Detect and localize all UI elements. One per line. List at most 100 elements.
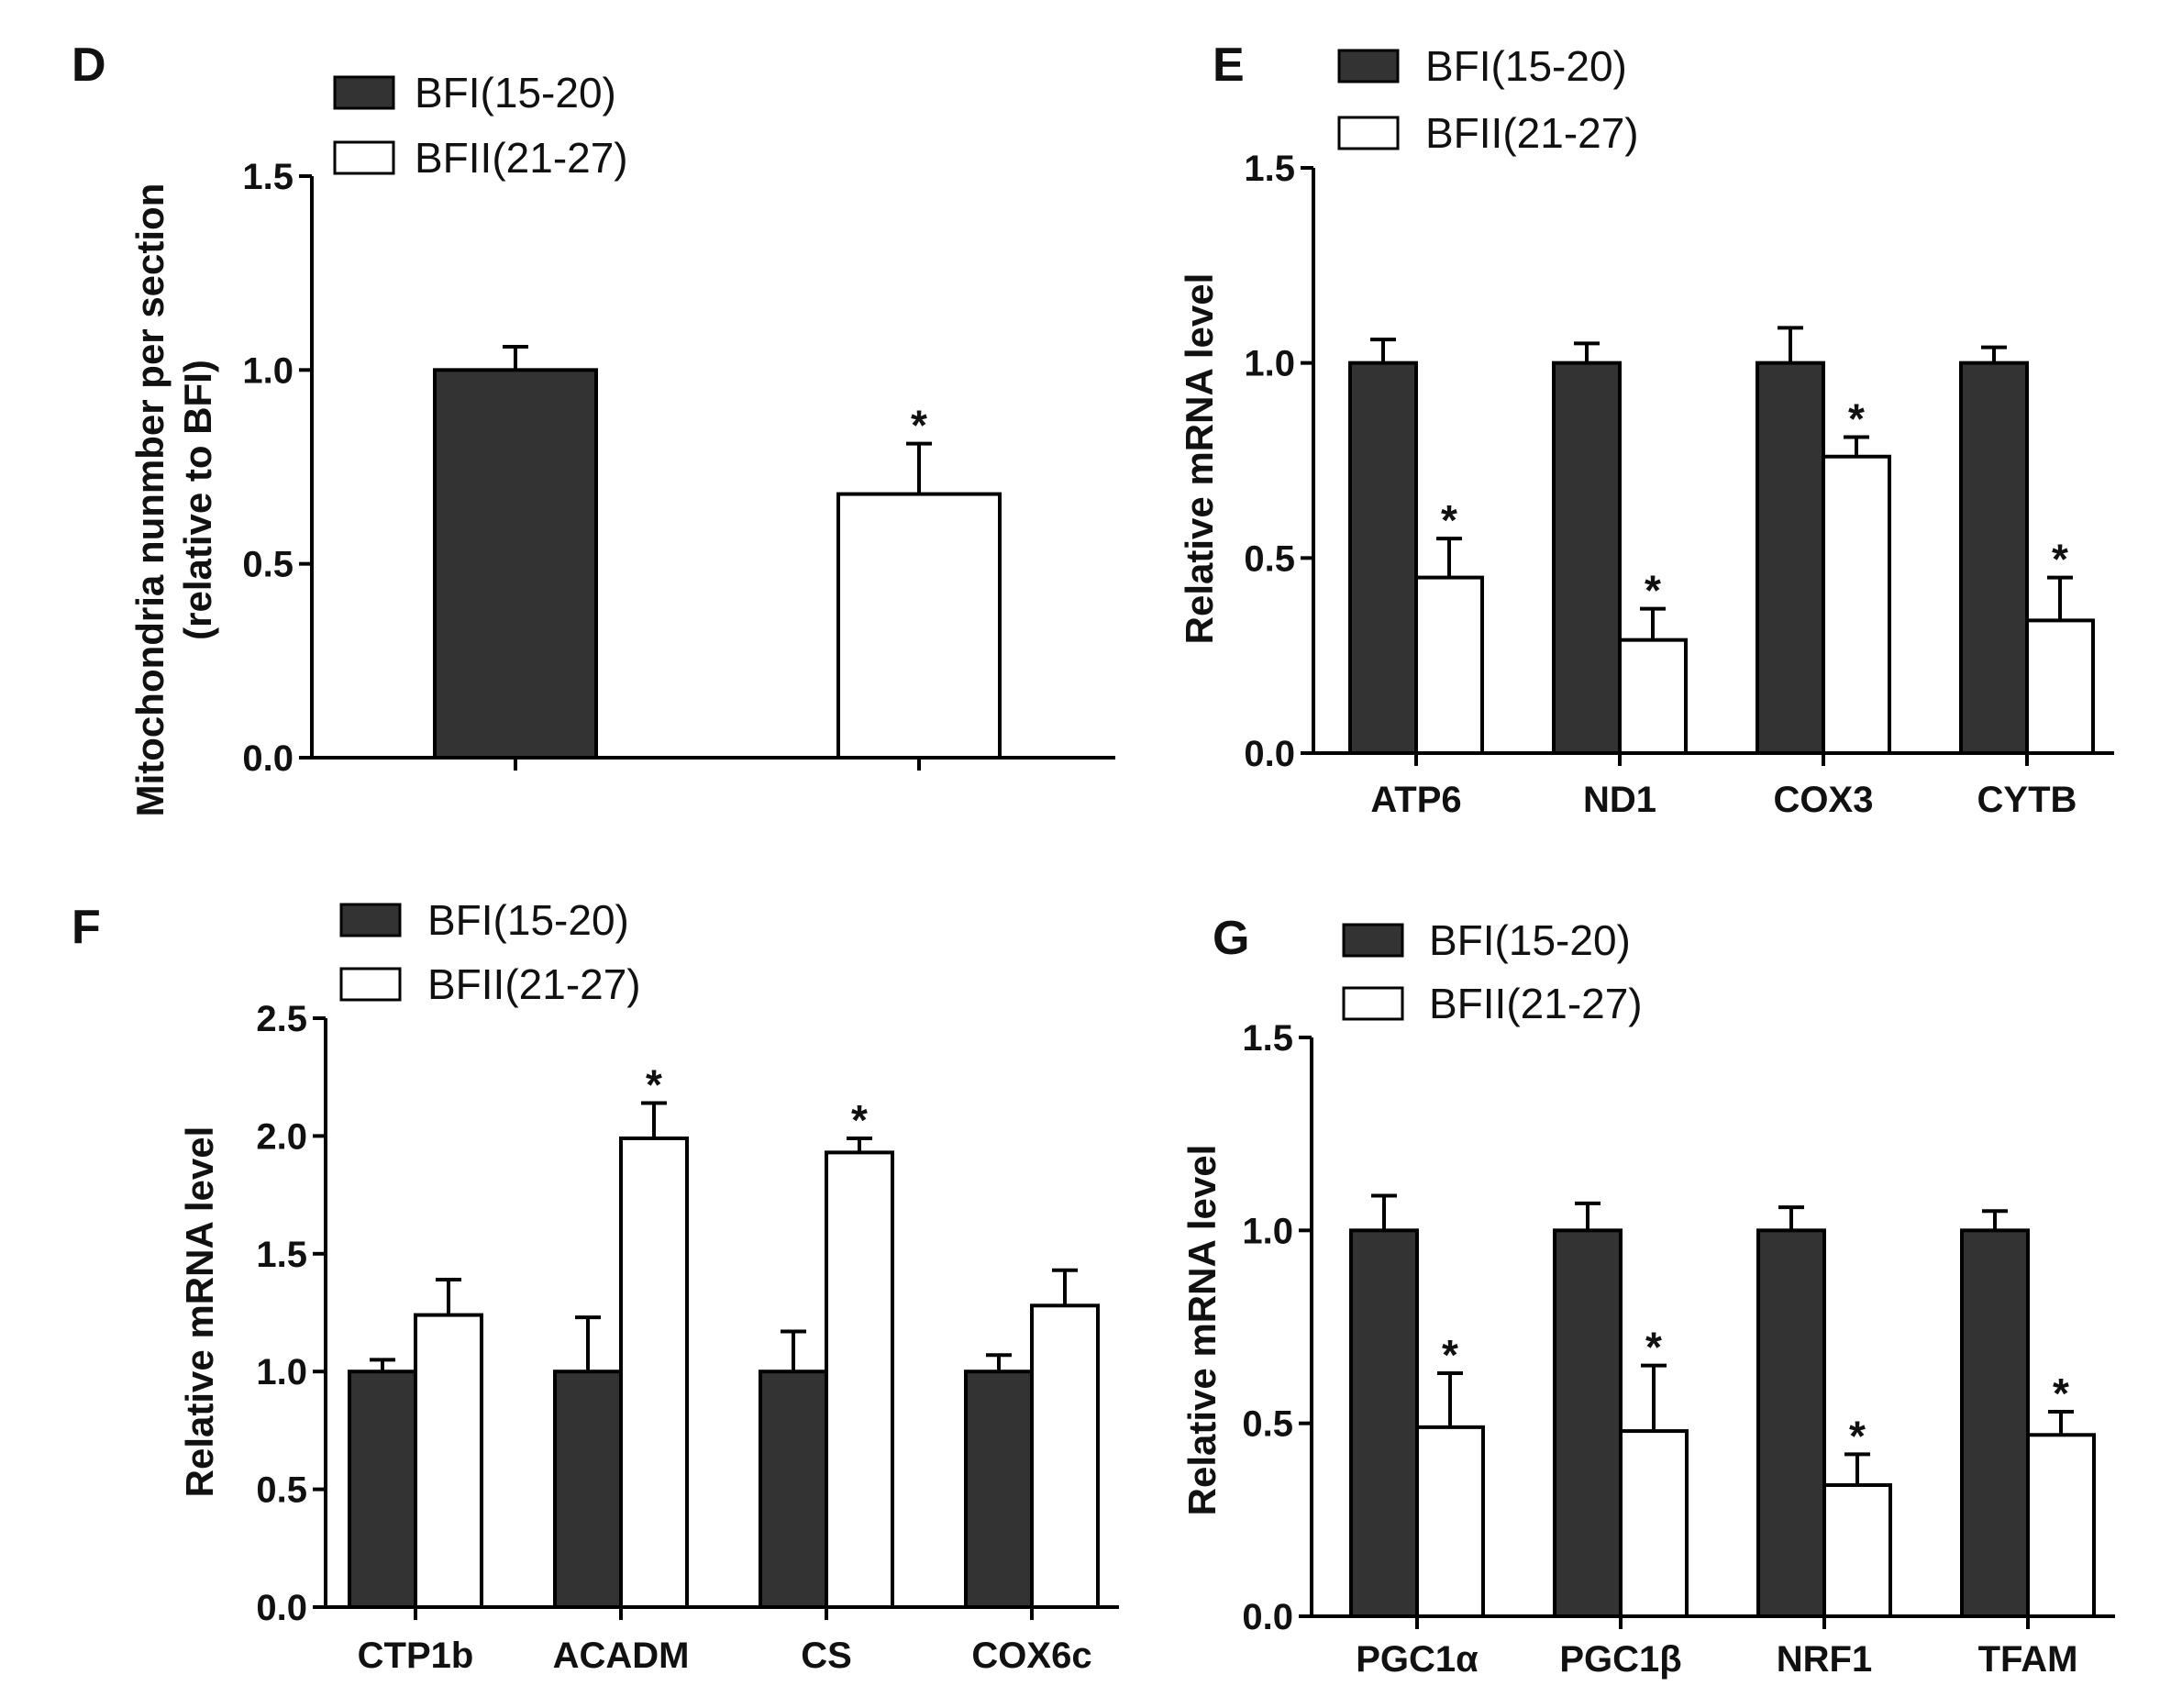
bar-g-s0-c0: [1349, 1228, 1419, 1619]
bar-e-s0-c0: [1348, 360, 1418, 755]
legend-d-bfii-swatch: [333, 140, 395, 175]
panel-f: F BFI(15-20) BFII(21-27) Relative mRNA l…: [72, 896, 1119, 1676]
y-tick-label-d-2: 1.0: [242, 350, 294, 391]
y-tick-label-f-3: 1.5: [256, 1235, 307, 1275]
legend-g-bfi-swatch: [1342, 923, 1404, 958]
legend-e-bfii-swatch: [1337, 116, 1400, 150]
significance-star-f-c2: *: [851, 1096, 868, 1144]
plot-area-g: * PGC1α * PGC1β * NRF1 * TFAM 0.0 0.5 1.0 1.5: [1242, 1018, 2115, 1680]
x-category-label-f-2: CS: [801, 1636, 852, 1676]
bar-e-s1-c3: [2025, 618, 2095, 755]
x-category-label-e-3: CYTB: [1977, 780, 2077, 820]
legend-e-bfi-label: BFI(15-20): [1425, 42, 1627, 90]
y-tick-label-e-1: 0.5: [1244, 538, 1295, 579]
x-category-label-g-3: TFAM: [1978, 1639, 2078, 1680]
legend-f-bfii-swatch: [339, 967, 402, 1002]
y-axis-label-d-line2: (relative to BFI): [176, 360, 219, 640]
x-category-label-e-2: COX3: [1774, 780, 1874, 820]
panel-e: E BFI(15-20) BFII(21-27) Relative mRNA l…: [1178, 39, 2114, 820]
x-category-label-e-0: ATP6: [1370, 780, 1461, 820]
y-tick-label-g-0: 0.0: [1242, 1597, 1293, 1637]
y-tick-label-e-2: 1.0: [1244, 344, 1295, 384]
plot-area-d: * 0.0 0.5 1.0 1.5: [242, 157, 1115, 779]
bar-f-s1-c0: [414, 1313, 483, 1609]
bar-e-s0-c1: [1552, 360, 1622, 755]
x-category-label-g-1: PGC1β: [1559, 1639, 1681, 1680]
legend-f-bfi-swatch: [339, 903, 402, 937]
y-tick-label-g-3: 1.5: [1242, 1018, 1293, 1059]
bar-f-s1-c2: [825, 1150, 894, 1609]
significance-star-g-c1: *: [1645, 1324, 1662, 1371]
y-tick-label-g-1: 0.5: [1242, 1404, 1293, 1445]
y-axis-label-g: Relative mRNA level: [1180, 1145, 1224, 1516]
plot-area-f: CTP1b * ACADM * CS COX6c 0.0 0.5 1.0 1.5 2.0 2.5: [256, 999, 1119, 1676]
bar-e-s1-c2: [1822, 454, 1891, 755]
bar-g-s1-c2: [1822, 1482, 1892, 1619]
legend-g-bfii-label: BFII(21-27): [1429, 980, 1643, 1027]
bar-f-s0-c3: [964, 1370, 1034, 1609]
bar-e-s0-c3: [1959, 360, 2029, 755]
significance-star-g-c2: *: [1849, 1412, 1866, 1459]
y-tick-label-d-1: 0.5: [242, 545, 294, 585]
bar-f-s0-c2: [759, 1370, 828, 1609]
bar-g-s0-c1: [1553, 1228, 1623, 1619]
legend-g-bfi-label: BFI(15-20): [1429, 916, 1631, 964]
panel-d-letter: D: [72, 39, 106, 92]
bar-f-s0-c0: [348, 1370, 417, 1609]
panel-f-letter: F: [72, 901, 101, 954]
y-tick-label-f-0: 0.0: [256, 1588, 307, 1628]
bar-g-s0-c2: [1756, 1228, 1826, 1619]
y-axis-label-d-line1: Mitochondria nunmber per section: [128, 183, 172, 817]
y-axis-label-f: Relative mRNA level: [178, 1126, 221, 1498]
panel-g-letter: G: [1213, 912, 1249, 965]
panel-g: G BFI(15-20) BFII(21-27) Relative mRNA l…: [1180, 912, 2115, 1680]
y-tick-label-f-1: 0.5: [256, 1470, 307, 1511]
bar-g-s1-c0: [1415, 1425, 1485, 1618]
bar-g-s1-c1: [1619, 1429, 1689, 1618]
y-axis-label-e: Relative mRNA level: [1178, 273, 1221, 645]
legend-d-bfi-label: BFI(15-20): [415, 69, 616, 116]
bar-d-s0-c0: [433, 368, 598, 760]
y-tick-label-f-4: 2.0: [256, 1116, 307, 1157]
bar-e-s1-c1: [1618, 638, 1688, 755]
x-category-label-f-0: CTP1b: [358, 1636, 474, 1676]
significance-star-e-c2: *: [1848, 394, 1865, 442]
significance-star-g-c3: *: [2053, 1370, 2069, 1417]
significance-star-f-c1: *: [646, 1060, 662, 1108]
panel-d: D BFI(15-20) BFII(21-27) Mitochondria nu…: [72, 39, 1115, 816]
bar-g-s0-c3: [1960, 1228, 2030, 1619]
significance-star-g-c0: *: [1442, 1331, 1458, 1379]
x-category-label-e-1: ND1: [1583, 780, 1656, 820]
significance-star-e-c1: *: [1645, 567, 1661, 615]
x-category-label-g-0: PGC1α: [1356, 1639, 1479, 1680]
y-tick-label-d-0: 0.0: [242, 738, 294, 779]
significance-star-d-c0: *: [911, 402, 927, 449]
bar-e-s0-c2: [1756, 360, 1825, 755]
legend-f-bfii-label: BFII(21-27): [427, 960, 641, 1008]
significance-star-e-c3: *: [2052, 536, 2068, 583]
legend-d-bfi-swatch: [333, 75, 395, 110]
y-tick-label-e-3: 1.5: [1244, 149, 1295, 189]
bar-f-s1-c1: [619, 1136, 689, 1610]
bar-e-s1-c0: [1414, 575, 1484, 755]
x-category-label-f-1: ACADM: [553, 1636, 690, 1676]
plot-area-e: * ATP6 * ND1 * COX3 * CYTB 0.0 0.5 1.0 1.5: [1244, 149, 2114, 820]
legend-e-bfii-label: BFII(21-27): [1425, 109, 1639, 157]
bar-f-s1-c3: [1030, 1303, 1100, 1610]
bar-d-s1-c0: [836, 492, 1002, 760]
x-category-label-f-3: COX6c: [971, 1636, 1091, 1676]
y-tick-label-f-2: 1.0: [256, 1352, 307, 1392]
y-tick-label-d-3: 1.5: [242, 157, 294, 197]
legend-e-bfi-swatch: [1337, 49, 1400, 83]
y-tick-label-f-5: 2.5: [256, 999, 307, 1039]
y-tick-label-e-0: 0.0: [1244, 734, 1295, 774]
bar-f-s0-c1: [553, 1370, 623, 1609]
bar-g-s1-c3: [2026, 1433, 2096, 1618]
significance-star-e-c0: *: [1441, 496, 1457, 544]
legend-d-bfii-label: BFII(21-27): [415, 134, 628, 182]
y-tick-label-g-2: 1.0: [1242, 1211, 1293, 1251]
panel-e-letter: E: [1213, 39, 1245, 92]
legend-f-bfi-label: BFI(15-20): [427, 896, 629, 944]
legend-g-bfii-swatch: [1342, 986, 1404, 1021]
